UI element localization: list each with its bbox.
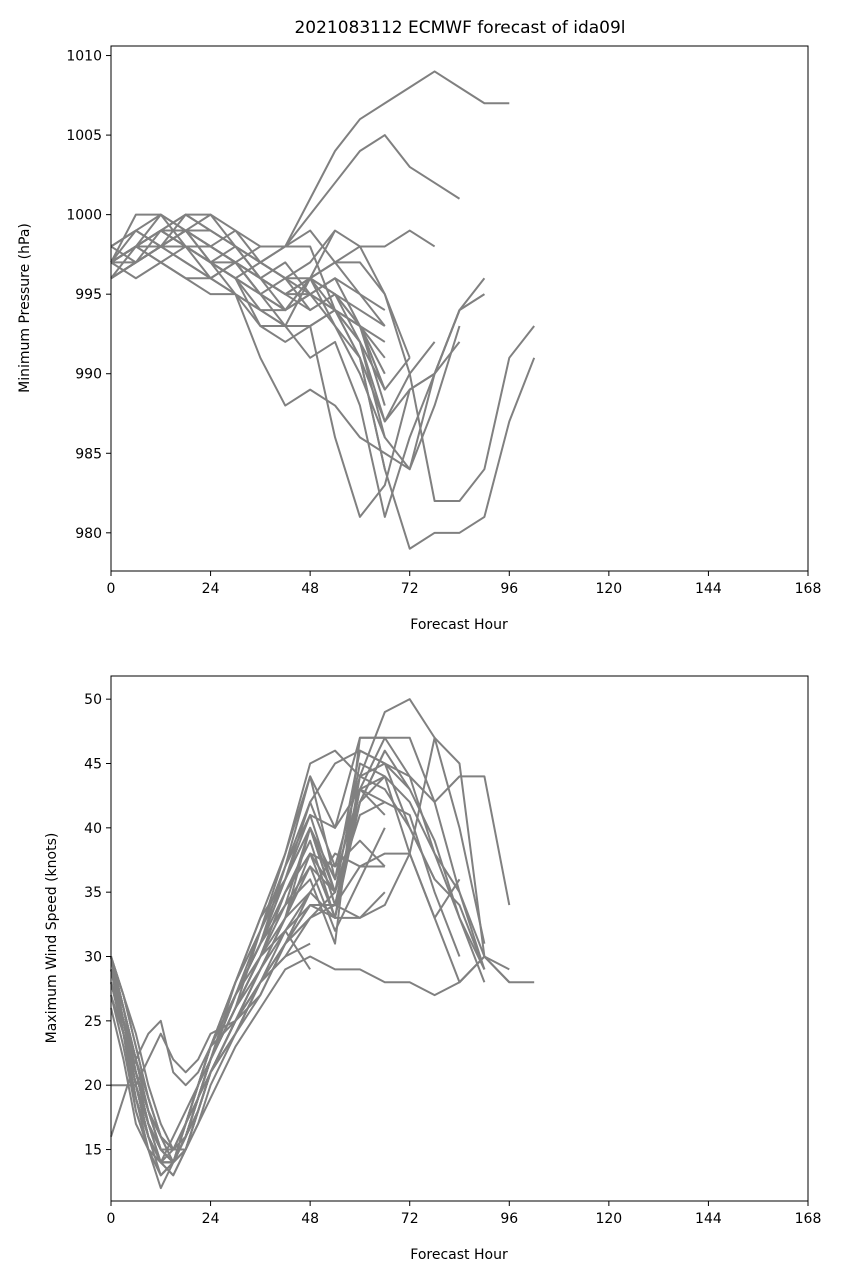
pressure-series-line-25 [110, 229, 386, 470]
pressure-x-tick-label: 144 [695, 581, 722, 597]
pressure-x-tick-label: 96 [500, 581, 518, 597]
pressure-x-tick-label: 120 [595, 581, 622, 597]
wind-x-tick-label: 144 [695, 1211, 722, 1227]
pressure-axis-ticks: 0 24 48 72 96 120 144 168 980 985 990 995 1000 1005 10… [66, 49, 821, 597]
pressure-y-tick-label: 995 [75, 287, 102, 303]
wind-x-axis-label: Forecast Hour [410, 1247, 508, 1263]
wind-series-line-11 [110, 955, 511, 1151]
wind-series-line-10 [110, 736, 486, 1177]
pressure-y-tick-label: 1000 [66, 208, 102, 224]
pressure-plot-frame [110, 45, 809, 572]
wind-x-tick-label: 168 [795, 1211, 822, 1227]
pressure-series-group [110, 70, 536, 550]
wind-series-line-30 [110, 942, 311, 1164]
wind-panel: 0 24 48 72 96 120 144 168 15 20 25 30 35 40 45 50 Forec… [44, 675, 821, 1263]
wind-x-tick-label: 96 [500, 1211, 518, 1227]
pressure-x-tick-label: 48 [301, 581, 319, 597]
figure-title: 2021083112 ECMWF forecast of ida09l [294, 18, 625, 38]
wind-y-tick-label: 45 [84, 757, 102, 773]
pressure-series-line-20 [110, 213, 386, 327]
pressure-y-tick-label: 980 [75, 526, 102, 542]
pressure-y-axis-label: Minimum Pressure (hPa) [17, 223, 33, 393]
wind-axis-ticks: 0 24 48 72 96 120 144 168 15 20 25 30 35 40 45 50 [84, 692, 821, 1227]
pressure-x-tick-label: 72 [401, 581, 419, 597]
wind-y-tick-label: 15 [84, 1143, 102, 1159]
wind-y-tick-label: 40 [84, 821, 102, 837]
pressure-x-tick-label: 168 [795, 581, 822, 597]
wind-y-tick-label: 50 [84, 692, 102, 708]
wind-series-line-14 [110, 749, 411, 1151]
pressure-series-line-23 [110, 229, 411, 359]
wind-y-tick-label: 35 [84, 885, 102, 901]
pressure-y-tick-label: 985 [75, 446, 102, 462]
pressure-x-tick-label: 24 [202, 581, 220, 597]
pressure-series-line-24 [111, 229, 386, 391]
wind-y-tick-label: 25 [84, 1014, 102, 1030]
pressure-panel: 0 24 48 72 96 120 144 168 980 985 990 995 1000 1005 10… [17, 45, 821, 633]
wind-x-tick-label: 24 [202, 1211, 220, 1227]
pressure-x-tick-label: 0 [107, 581, 116, 597]
pressure-series-line-15 [110, 213, 386, 359]
wind-y-axis-label: Maximum Wind Speed (knots) [44, 833, 60, 1044]
pressure-x-axis-label: Forecast Hour [410, 617, 508, 633]
wind-series-group [110, 698, 535, 1190]
wind-x-tick-label: 72 [401, 1211, 419, 1227]
pressure-series-line-21 [110, 213, 386, 327]
wind-y-tick-label: 20 [84, 1078, 102, 1094]
wind-x-tick-label: 0 [107, 1211, 116, 1227]
wind-y-tick-label: 30 [84, 950, 102, 966]
pressure-y-tick-label: 990 [75, 367, 102, 383]
wind-x-tick-label: 48 [301, 1211, 319, 1227]
pressure-series-line-2 [110, 134, 461, 280]
pressure-y-tick-label: 1005 [66, 128, 102, 144]
wind-x-tick-label: 120 [595, 1211, 622, 1227]
wind-plot-frame [110, 675, 809, 1202]
pressure-y-tick-label: 1010 [66, 49, 102, 65]
wind-series-line-28 [110, 929, 311, 1151]
